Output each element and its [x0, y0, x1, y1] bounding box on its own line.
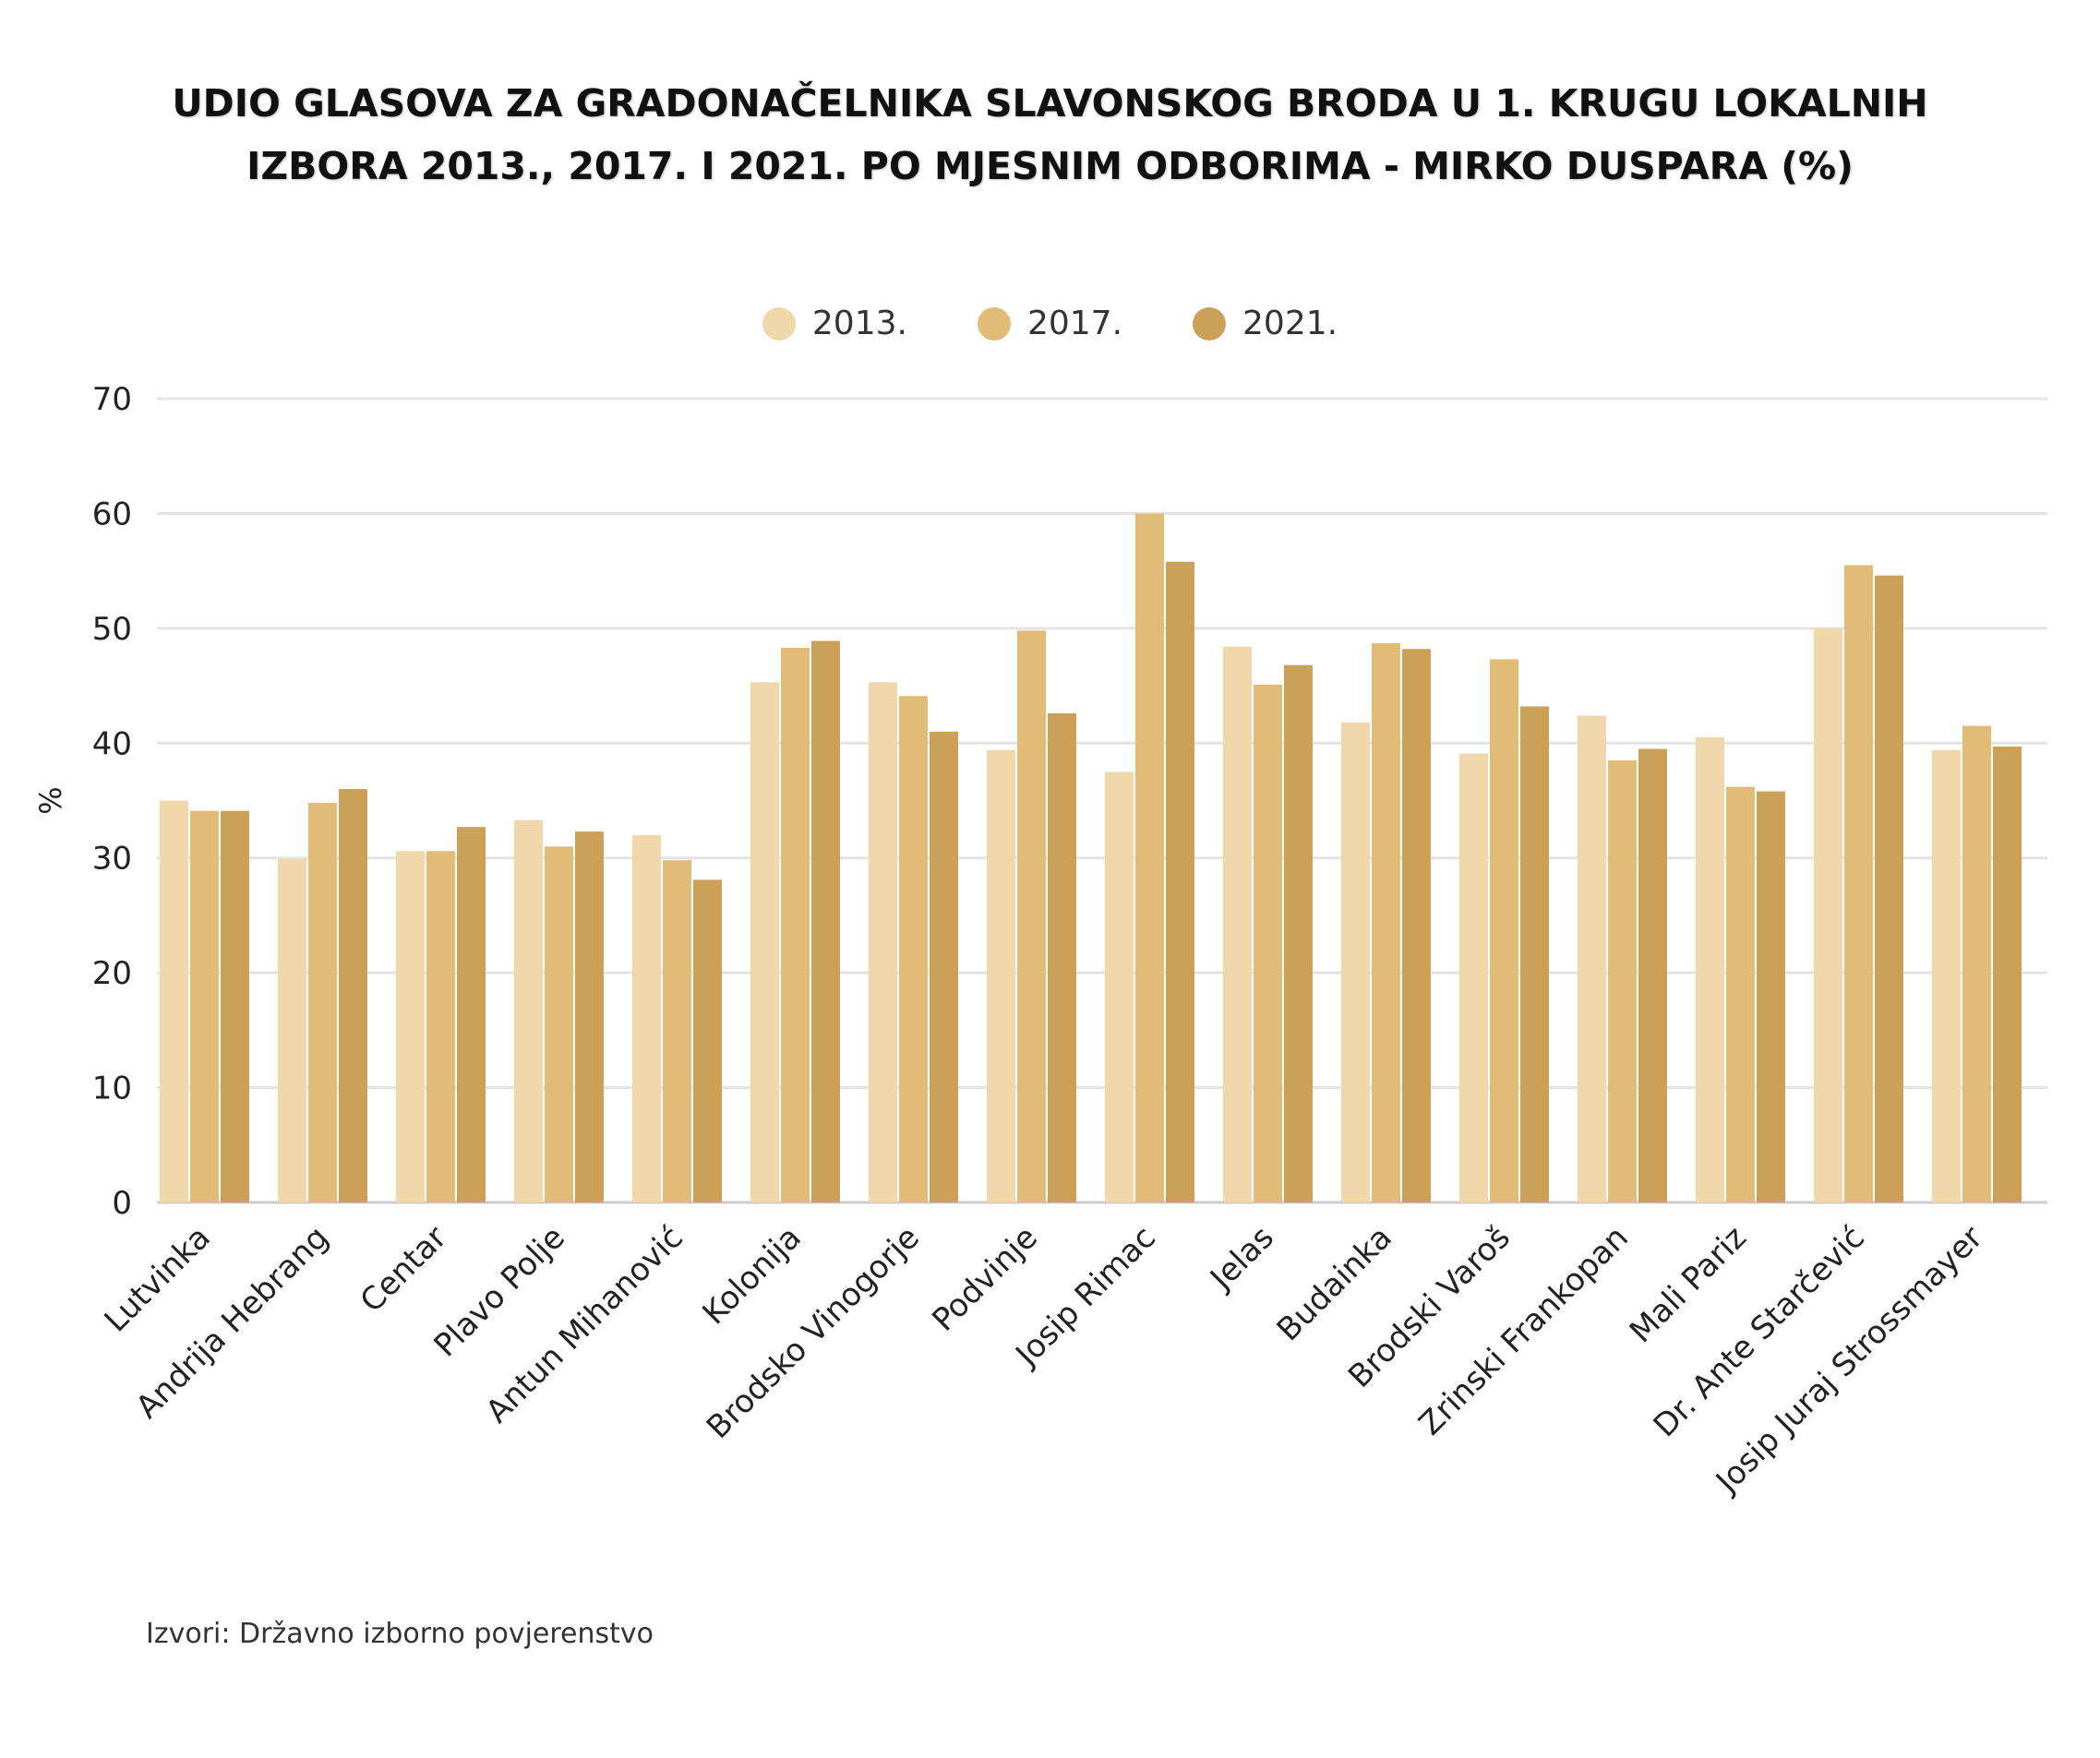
bar-2021-0 — [221, 810, 249, 1202]
bar-2021-15 — [1993, 747, 2022, 1202]
bar-2013-12 — [1578, 715, 1606, 1202]
y-tick-label-10: 10 — [92, 1070, 132, 1107]
bar-2021-2 — [457, 827, 486, 1202]
bar-2021-6 — [930, 731, 958, 1202]
bar-2021-10 — [1402, 649, 1431, 1202]
source-note: Izvori: Državno izborno povjerenstvo — [146, 1618, 654, 1650]
bar-2013-3 — [514, 819, 543, 1202]
bar-2017-7 — [1017, 630, 1046, 1202]
bar-2017-6 — [899, 696, 928, 1202]
bar-2013-9 — [1223, 646, 1252, 1202]
bar-2013-13 — [1696, 737, 1724, 1202]
bar-2017-4 — [663, 860, 691, 1202]
y-axis-label: % — [33, 786, 68, 814]
bar-2013-4 — [632, 834, 661, 1202]
bar-2017-11 — [1490, 659, 1518, 1202]
y-tick-label-30: 30 — [92, 841, 132, 878]
y-tick-label-40: 40 — [92, 725, 132, 762]
y-tick-label-20: 20 — [92, 955, 132, 992]
x-tick-label-4: Antun Mihanović — [479, 1219, 690, 1430]
bar-2013-1 — [278, 858, 306, 1202]
legend-item-2017[interactable]: 2017. — [977, 305, 1123, 342]
bar-2017-13 — [1726, 786, 1755, 1202]
bar-2021-11 — [1520, 706, 1549, 1202]
x-tick-label-5: Kolonija — [696, 1219, 809, 1332]
y-tick-label-0: 0 — [112, 1185, 132, 1222]
bar-2017-0 — [190, 810, 219, 1202]
y-tick-label-50: 50 — [92, 611, 132, 648]
bar-2013-11 — [1459, 753, 1488, 1202]
bar-2021-8 — [1166, 561, 1194, 1202]
bar-2021-14 — [1875, 575, 1903, 1202]
bar-2021-5 — [811, 640, 840, 1202]
bar-2021-4 — [693, 879, 722, 1202]
legend-dot-2013-icon — [762, 306, 796, 341]
bar-2013-5 — [750, 682, 779, 1202]
bar-2017-1 — [308, 802, 337, 1202]
legend-label-2021: 2021. — [1242, 305, 1338, 342]
x-tick-label-12: Zrinski Frankopan — [1412, 1219, 1636, 1442]
bar-2017-8 — [1135, 513, 1164, 1202]
bar-2017-3 — [545, 846, 573, 1202]
x-tick-label-0: Lutvinka — [98, 1219, 218, 1339]
x-tick-label-14: Dr. Ante Starčević — [1647, 1219, 1872, 1444]
bar-2013-2 — [396, 851, 425, 1202]
bar-2017-5 — [781, 648, 810, 1202]
x-tick-label-6: Brodsko Vinogorje — [700, 1219, 927, 1446]
bar-2017-15 — [1962, 725, 1991, 1202]
x-tick-label-2: Centar — [354, 1219, 454, 1320]
bar-2021-13 — [1757, 791, 1785, 1202]
bar-2017-2 — [426, 851, 455, 1202]
legend-label-2017: 2017. — [1026, 305, 1123, 342]
legend-dot-2017-icon — [977, 306, 1011, 341]
bar-2017-14 — [1844, 565, 1873, 1202]
bar-2017-10 — [1372, 643, 1400, 1202]
bar-2013-14 — [1814, 628, 1842, 1202]
bar-2017-9 — [1254, 684, 1282, 1202]
bar-2021-12 — [1638, 748, 1667, 1202]
bar-2021-9 — [1284, 664, 1313, 1202]
bar-2013-7 — [987, 749, 1015, 1202]
chart-title-line-2: IZBORA 2013., 2017. I 2021. PO MJESNIM O… — [246, 144, 1854, 188]
chart-title-line-1: UDIO GLASOVA ZA GRADONAČELNIKA SLAVONSKO… — [172, 81, 1928, 126]
legend-item-2013[interactable]: 2013. — [762, 305, 907, 342]
bar-2021-1 — [339, 789, 367, 1202]
bar-2021-3 — [575, 831, 604, 1202]
bar-2013-15 — [1932, 749, 1961, 1202]
bar-2013-10 — [1341, 722, 1370, 1202]
y-tick-label-70: 70 — [92, 381, 132, 418]
bar-2013-0 — [160, 800, 188, 1202]
bar-2013-8 — [1105, 771, 1134, 1202]
legend-label-2013: 2013. — [811, 305, 907, 342]
chart-title: UDIO GLASOVA ZA GRADONAČELNIKA SLAVONSKO… — [55, 72, 2045, 197]
x-tick-label-9: Jelas — [1202, 1219, 1281, 1298]
x-tick-label-10: Budainka — [1270, 1219, 1399, 1348]
bar-2013-6 — [869, 682, 897, 1202]
x-tick-label-7: Podvinje — [925, 1219, 1045, 1339]
bar-2021-7 — [1048, 712, 1076, 1202]
bar-2017-12 — [1608, 759, 1637, 1202]
legend-dot-2021-icon — [1193, 306, 1227, 341]
chart-legend: 2013. 2017. 2021. — [0, 305, 2100, 342]
y-tick-label-60: 60 — [92, 496, 132, 532]
legend-item-2021[interactable]: 2021. — [1193, 305, 1338, 342]
